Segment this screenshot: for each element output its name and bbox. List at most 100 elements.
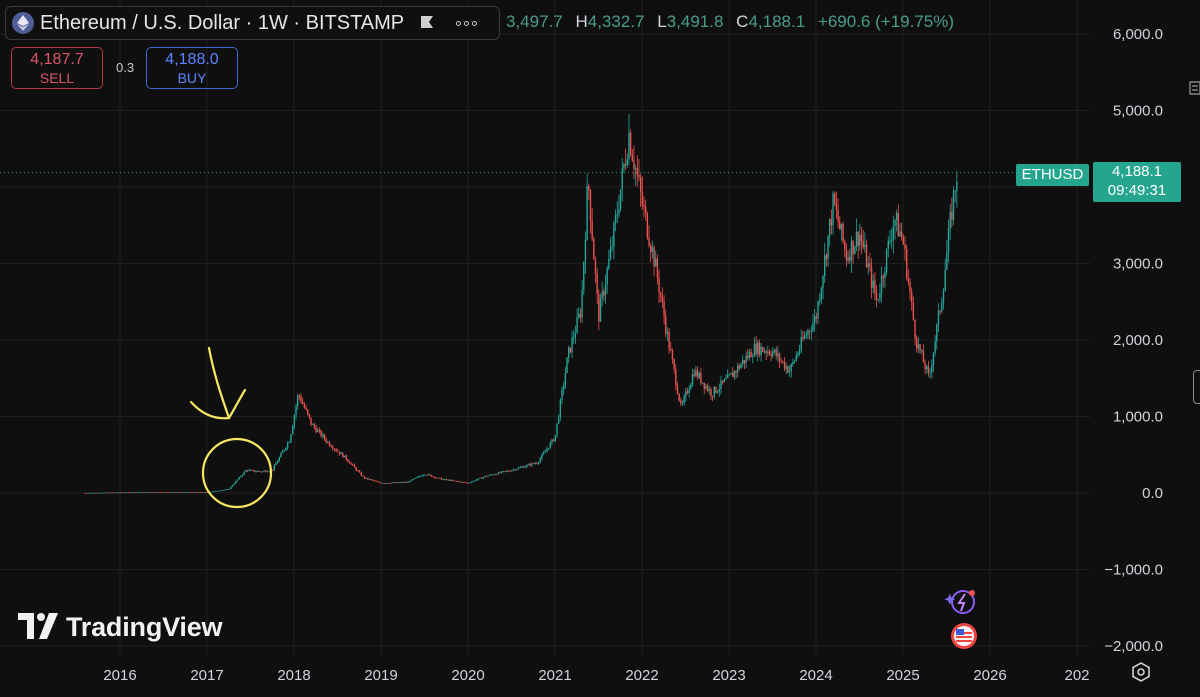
symbol-selector[interactable]: Ethereum / U.S. Dollar · 1W · BITSTAMP <box>5 6 500 40</box>
candle-body <box>204 492 207 493</box>
candle-body <box>919 344 921 351</box>
panel-resize-handle[interactable] <box>1193 370 1200 404</box>
candle-body <box>631 154 633 161</box>
candle-body <box>618 209 620 215</box>
candle-body <box>235 481 237 484</box>
flag-icon[interactable] <box>418 14 436 32</box>
candle-body <box>588 186 590 191</box>
candle-body <box>952 190 955 220</box>
candle-body <box>798 349 801 354</box>
candle-body <box>844 241 846 250</box>
candle-body <box>363 476 366 479</box>
candle-body <box>203 492 205 493</box>
price-axis[interactable]: 6,000.05,000.04,000.03,000.02,000.01,000… <box>1104 26 1163 655</box>
candle-body <box>248 469 250 471</box>
candle-body <box>509 471 511 472</box>
candle-body <box>912 301 915 320</box>
us-flag-icon[interactable] <box>950 622 980 650</box>
candle-body <box>129 492 132 494</box>
candle-body <box>847 257 849 261</box>
candle-body <box>258 471 260 472</box>
sell-button[interactable]: 4,187.7 SELL <box>11 47 103 89</box>
candle-body <box>209 491 212 493</box>
candle-body <box>377 481 379 483</box>
candle-body <box>661 297 664 303</box>
candle-body <box>285 447 287 450</box>
candle-body <box>216 490 219 492</box>
candle-body <box>770 354 772 357</box>
candle-body <box>916 338 918 349</box>
x-tick-label: 2022 <box>625 667 658 684</box>
candle-body <box>705 385 707 389</box>
candle-body <box>693 374 695 376</box>
candle-body <box>539 458 541 463</box>
candle-body <box>636 168 639 176</box>
candle-body <box>375 480 378 482</box>
candle-body <box>439 477 441 479</box>
candle-body <box>534 463 536 465</box>
candle-body <box>450 480 453 481</box>
candle-body <box>226 489 229 491</box>
candle-body <box>870 266 873 288</box>
buy-button[interactable]: 4,188.0 BUY <box>146 47 238 89</box>
candle-body <box>194 492 197 493</box>
candle-body <box>949 211 951 229</box>
candle-body <box>171 492 173 493</box>
candle-body <box>328 441 331 446</box>
candle-body <box>174 492 177 493</box>
candle-body <box>153 492 155 493</box>
candle-body <box>420 475 423 477</box>
candle-body <box>449 479 451 481</box>
candle-body <box>122 492 125 494</box>
candle-body <box>464 482 466 483</box>
candle-body <box>655 258 657 267</box>
candle-body <box>556 423 558 436</box>
candle-body <box>358 470 361 473</box>
ai-assistant-icon[interactable] <box>942 588 980 618</box>
candle-body <box>333 448 336 450</box>
candle-body <box>825 255 828 260</box>
candle-body <box>944 269 946 291</box>
settings-icon[interactable] <box>1130 661 1152 683</box>
candle-body <box>678 393 680 401</box>
more-options-icon[interactable] <box>456 20 478 26</box>
candle-body <box>573 337 575 339</box>
candle-body <box>469 482 471 484</box>
candle-body <box>731 372 734 377</box>
candle-body <box>352 463 354 465</box>
candle-body <box>872 280 874 288</box>
candle-body <box>367 477 369 480</box>
candle-body <box>740 364 742 369</box>
candle-body <box>86 492 88 494</box>
candle-body <box>291 425 294 435</box>
candle-body <box>767 351 769 354</box>
side-panel-icon[interactable] <box>1188 80 1200 96</box>
candle-body <box>496 474 498 476</box>
candle-body <box>926 366 928 370</box>
candle-body <box>820 288 823 301</box>
candle-body <box>666 331 669 334</box>
time-axis[interactable]: 2016 2017 2018 2019 2020 2021 2022 2023 2024 2025… <box>103 667 1089 684</box>
candle-body <box>708 389 710 391</box>
candle-body <box>107 492 110 494</box>
candle-body <box>700 372 702 383</box>
candle-body <box>639 177 642 192</box>
candle-body <box>94 492 96 494</box>
candle-body <box>603 291 605 296</box>
buy-price: 4,188.0 <box>165 51 219 68</box>
candle-body <box>399 482 401 484</box>
candle-body <box>136 492 138 494</box>
tradingview-logo[interactable]: TradingView <box>16 609 223 645</box>
candle-body <box>360 472 362 476</box>
x-tick-label: 2016 <box>103 667 136 684</box>
candle-body <box>859 234 861 246</box>
candle-body <box>777 353 779 357</box>
candle-body <box>101 492 103 494</box>
candle-body <box>807 330 809 335</box>
candle-body <box>256 471 259 472</box>
candle-body <box>711 396 714 397</box>
candle-body <box>808 330 811 332</box>
candle-body <box>154 492 157 493</box>
candle-body <box>348 461 351 464</box>
